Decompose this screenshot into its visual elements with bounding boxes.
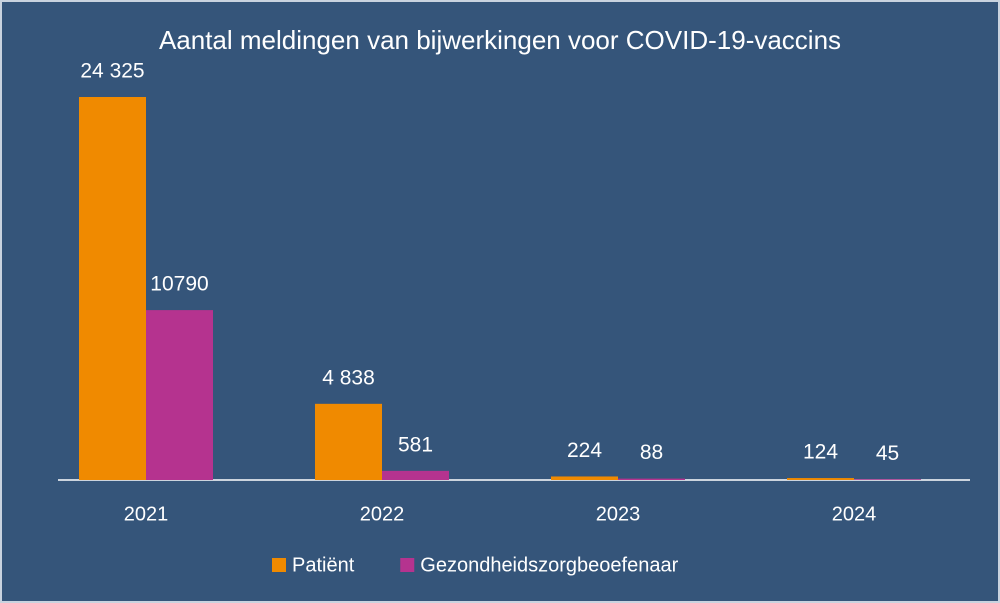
x-tick-label: 2023: [596, 503, 641, 525]
legend-swatch: [272, 558, 286, 572]
legend-label: Gezondheidszorgbeoefenaar: [420, 554, 678, 576]
legend-swatch: [400, 558, 415, 572]
bar: [854, 479, 921, 480]
value-label: 224: [567, 439, 602, 462]
value-label: 24 325: [80, 60, 144, 83]
legend-label: Patiënt: [292, 554, 355, 576]
x-tick-label: 2022: [360, 503, 405, 525]
bar: [382, 470, 449, 480]
value-label: 45: [876, 442, 899, 465]
value-label: 88: [640, 441, 663, 464]
bar: [787, 478, 854, 480]
value-label: 4 838: [322, 366, 375, 389]
chart-title: Aantal meldingen van bijwerkingen voor C…: [159, 25, 841, 55]
bar: [146, 310, 213, 480]
x-tick-label: 2024: [832, 503, 877, 525]
value-label: 124: [803, 441, 838, 464]
value-label: 581: [398, 433, 433, 456]
bar: [79, 97, 146, 480]
bar: [618, 478, 685, 480]
bar: [551, 476, 618, 480]
value-label: 10790: [150, 273, 208, 296]
bar: [315, 403, 382, 480]
x-tick-label: 2021: [124, 503, 169, 525]
